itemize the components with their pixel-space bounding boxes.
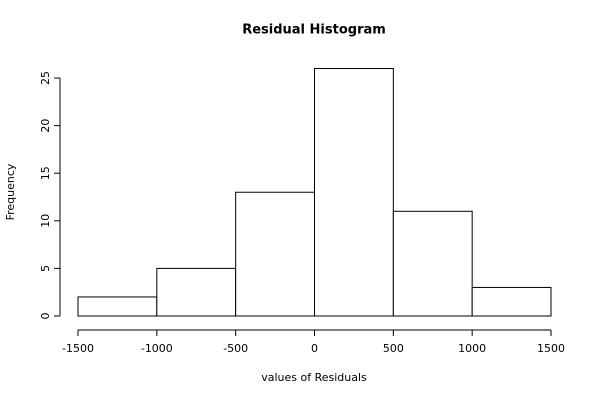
y-tick-label: 10 xyxy=(39,214,52,228)
bar xyxy=(235,191,316,317)
y-tick-label: 5 xyxy=(39,265,52,272)
bar xyxy=(77,296,158,317)
bar xyxy=(471,286,552,317)
x-tick-label: 500 xyxy=(383,342,404,355)
x-tick-label: 0 xyxy=(311,342,318,355)
y-tick-label: 20 xyxy=(39,119,52,133)
x-tick-label: 1500 xyxy=(537,342,565,355)
x-tick-label: -1500 xyxy=(62,342,94,355)
x-tick-label: 1000 xyxy=(458,342,486,355)
bar xyxy=(156,267,237,317)
bar xyxy=(314,68,394,317)
y-axis-label: Frequency xyxy=(4,163,17,220)
bar xyxy=(392,210,473,317)
x-tick-label: -1000 xyxy=(141,342,173,355)
x-axis-label: values of Residuals xyxy=(261,371,367,384)
y-tick-label: 25 xyxy=(39,71,52,85)
chart-title: Residual Histogram xyxy=(242,23,386,38)
y-tick-label: 15 xyxy=(39,166,52,180)
x-tick-label: -500 xyxy=(223,342,248,355)
y-tick-label: 0 xyxy=(39,313,52,320)
